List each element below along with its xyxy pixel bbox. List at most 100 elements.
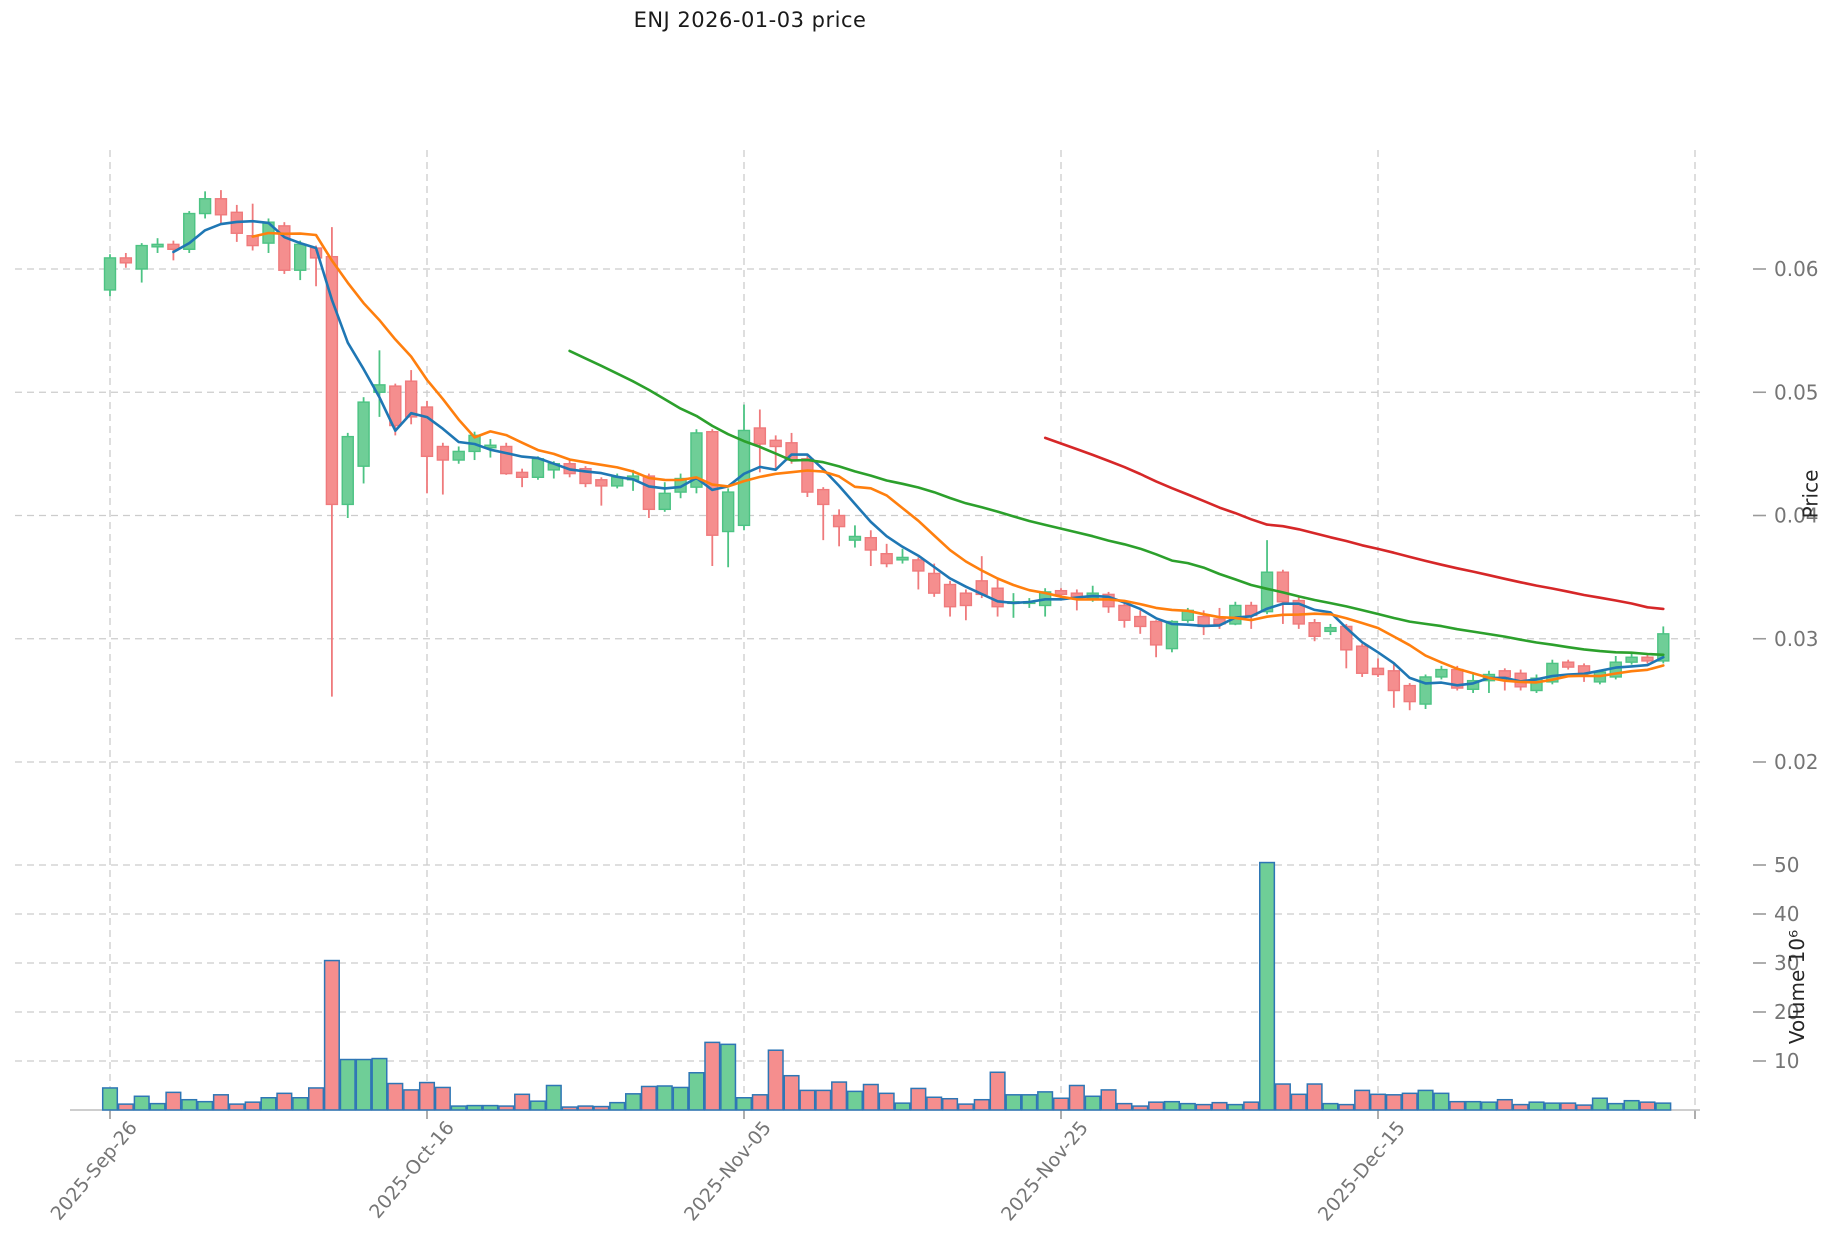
candle-body-down [325,255,339,506]
volume-bar-up [1259,861,1276,1111]
volume-bar-up [656,1085,673,1111]
volume-bar-up [720,1043,737,1111]
candle-body-down [278,225,291,271]
candle-body-up [1625,656,1638,663]
candle-body-down [1641,656,1654,662]
candle-body-down [167,243,180,250]
volume-bar-down [751,1094,768,1111]
volume-bar-up [688,1072,705,1111]
candle-body-down [1403,684,1416,703]
volume-bar-up [1465,1100,1482,1111]
volume-bar-down [514,1093,531,1111]
volume-bar-up [1544,1102,1561,1111]
volume-bar-down [831,1081,848,1111]
volume-bar-down [1100,1089,1117,1111]
volume-bar-up [149,1102,166,1111]
candle-body-up [1324,626,1337,633]
volume-bar-up [545,1084,562,1111]
volume-bar-down [957,1103,974,1111]
candle-body-up [198,198,212,215]
candle-body-up [658,492,671,511]
candle-body-up [135,244,148,270]
candle-body-up [1229,604,1242,625]
volume-bar-down [117,1103,134,1111]
volume-tick-label: 30 [1774,951,1799,975]
volume-bar-down [418,1081,436,1111]
candle-body-up [1435,668,1448,678]
candle-body-down [1387,670,1401,692]
candle-body-up [103,257,117,291]
volume-tick-label: 50 [1774,853,1799,877]
candle-body-up [1419,676,1432,705]
x-tick-label: 2025-Nov-25 [997,1117,1093,1225]
candle-body-up [341,435,354,506]
candle-body-down [1561,661,1575,668]
candle-body-down [801,458,814,493]
volume-bar-down [704,1041,721,1111]
candle-body-down [1498,670,1512,678]
candle-body-up [1260,571,1274,613]
price-tick-label: 0.02 [1774,750,1819,774]
candle-body-up [357,401,370,467]
candle-body-down [515,471,529,478]
volume-bar-down [878,1092,895,1111]
volume-bar-down [276,1092,293,1111]
price-axis-title: Price [1798,469,1823,519]
candle-body-down [1292,599,1305,625]
candle-body-down [991,587,1004,608]
candle-body-down [1276,571,1290,603]
sma30-line [568,349,1665,657]
volume-bar-up [529,1100,547,1111]
volume-bar-up [292,1097,309,1111]
volume-bar-up [1322,1102,1339,1111]
candle-body-down [753,427,767,445]
volume-bar-up [1179,1102,1196,1111]
candle-body-up [151,243,164,248]
candle-body-down [1134,615,1147,628]
candle-body-up [531,458,545,478]
volume-bar-up [339,1058,356,1111]
volume-bar-down [926,1096,943,1111]
volume-bar-down [1576,1104,1593,1111]
volume-bar-up [1163,1100,1181,1111]
volume-bar-down [1496,1098,1513,1111]
candle-body-down [1308,622,1321,637]
volume-bar-up [735,1097,753,1111]
volume-bar-down [1385,1094,1402,1111]
candle-body-down [912,559,925,572]
candle-body-down [404,380,418,418]
candle-body-up [1165,620,1179,650]
volume-bar-down [212,1094,229,1111]
volume-bar-up [450,1105,467,1111]
volume-bar-up [1655,1102,1672,1111]
volume-bar-down [989,1071,1006,1111]
volume-bar-up [482,1104,499,1111]
volume-bar-up [1021,1094,1038,1111]
price-tick-label: 0.03 [1774,627,1819,651]
volume-bar-down [1290,1093,1307,1111]
sma5-line [172,219,1665,687]
candle-body-down [1054,589,1068,596]
volume-bar-down [1369,1093,1387,1111]
volume-bar-up [1607,1102,1624,1111]
volume-bar-down [942,1097,959,1111]
volume-bar-up [1227,1103,1244,1111]
x-tick-label: 2025-Sep-26 [47,1117,142,1225]
volume-bar-up [846,1090,864,1111]
volume-bar-down [1243,1101,1260,1111]
volume-bar-up [1591,1097,1608,1111]
volume-bar-down [767,1049,784,1111]
volume-bar-down [577,1105,594,1111]
volume-bar-down [1052,1097,1070,1111]
candle-body-down [769,439,782,448]
candle-body-down [832,514,846,528]
candle-body-down [817,488,830,506]
price-tick-label: 0.06 [1774,257,1819,281]
candle-body-down [880,553,893,565]
candle-body-down [943,583,957,608]
volume-bar-up [609,1101,626,1111]
candle-body-up [1657,633,1670,662]
volume-bar-down [1274,1083,1291,1111]
